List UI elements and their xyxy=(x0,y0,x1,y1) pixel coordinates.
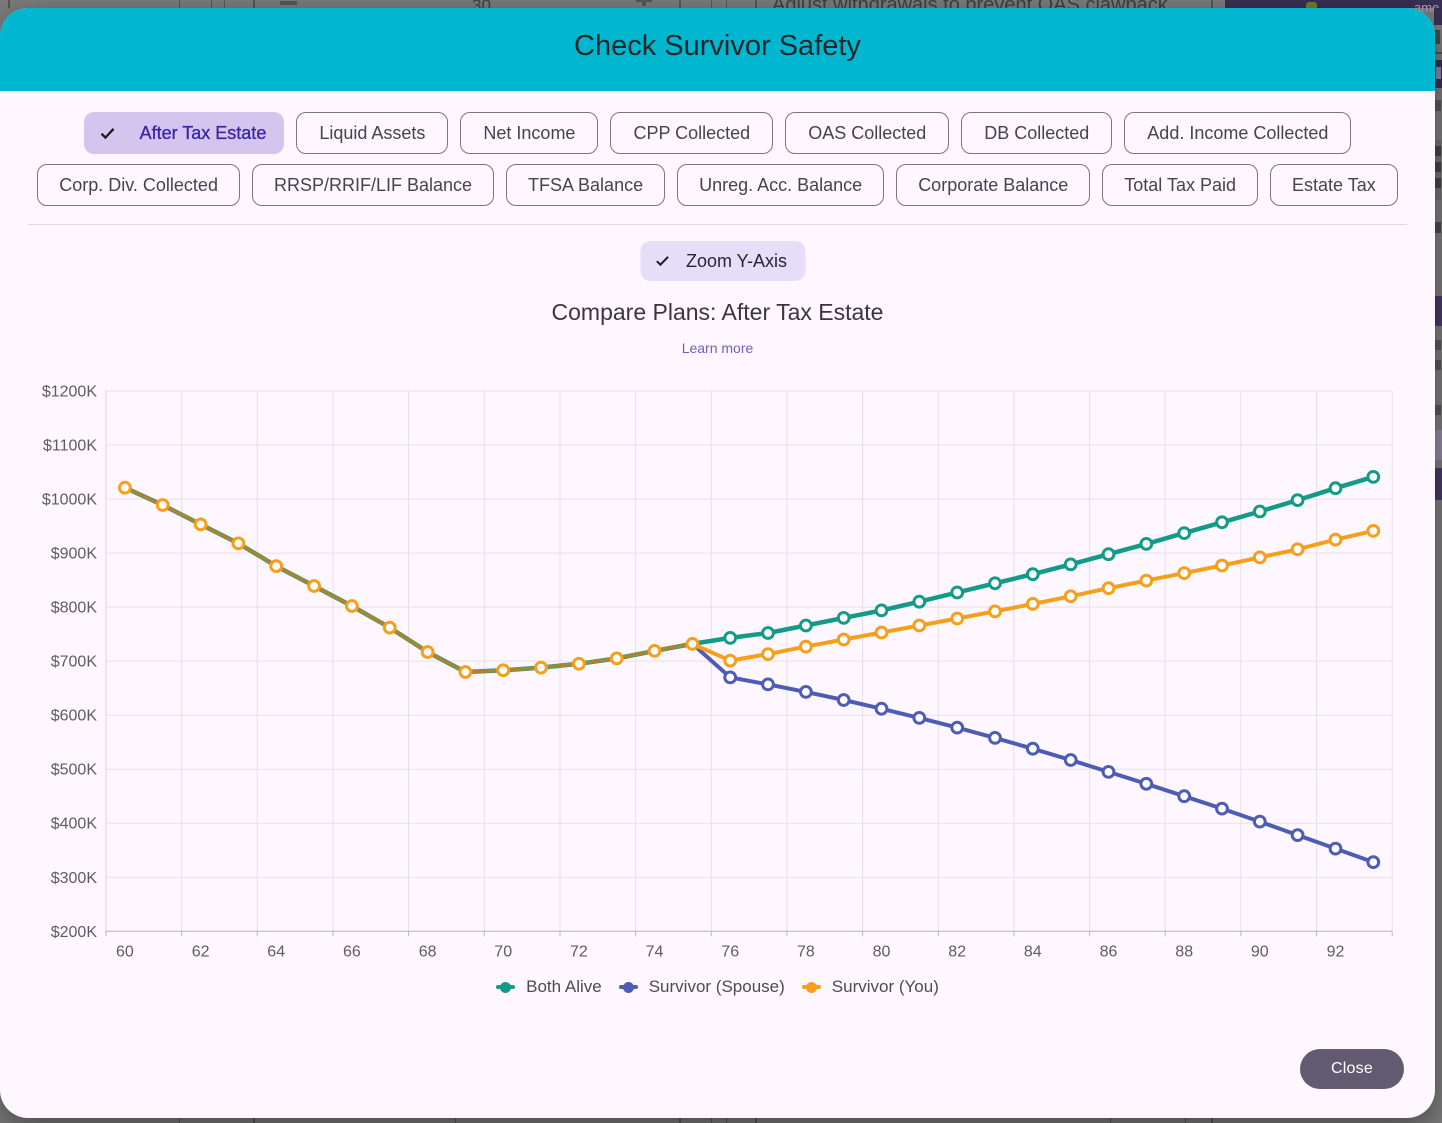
svg-text:72: 72 xyxy=(570,943,588,960)
svg-text:$1200K: $1200K xyxy=(42,384,97,401)
svg-text:82: 82 xyxy=(948,943,966,960)
svg-text:92: 92 xyxy=(1327,943,1345,960)
svg-text:$700K: $700K xyxy=(51,654,98,671)
svg-text:$300K: $300K xyxy=(51,870,98,887)
svg-text:70: 70 xyxy=(494,943,512,960)
svg-text:60: 60 xyxy=(116,943,134,960)
svg-text:74: 74 xyxy=(646,943,664,960)
svg-text:88: 88 xyxy=(1175,943,1193,960)
svg-text:64: 64 xyxy=(267,943,285,960)
svg-text:$1100K: $1100K xyxy=(43,438,97,455)
svg-text:68: 68 xyxy=(419,943,437,960)
svg-text:76: 76 xyxy=(721,943,739,960)
svg-text:78: 78 xyxy=(797,943,815,960)
svg-text:62: 62 xyxy=(192,943,210,960)
svg-text:90: 90 xyxy=(1251,943,1269,960)
svg-text:84: 84 xyxy=(1024,943,1042,960)
svg-text:86: 86 xyxy=(1100,943,1118,960)
svg-text:80: 80 xyxy=(873,943,891,960)
svg-text:66: 66 xyxy=(343,943,361,960)
svg-text:$800K: $800K xyxy=(51,600,98,617)
svg-text:$200K: $200K xyxy=(51,924,98,941)
svg-text:$600K: $600K xyxy=(51,708,98,725)
svg-text:$400K: $400K xyxy=(51,816,98,833)
svg-text:$500K: $500K xyxy=(51,762,98,779)
svg-text:$1000K: $1000K xyxy=(42,492,97,509)
svg-text:$900K: $900K xyxy=(51,546,98,563)
